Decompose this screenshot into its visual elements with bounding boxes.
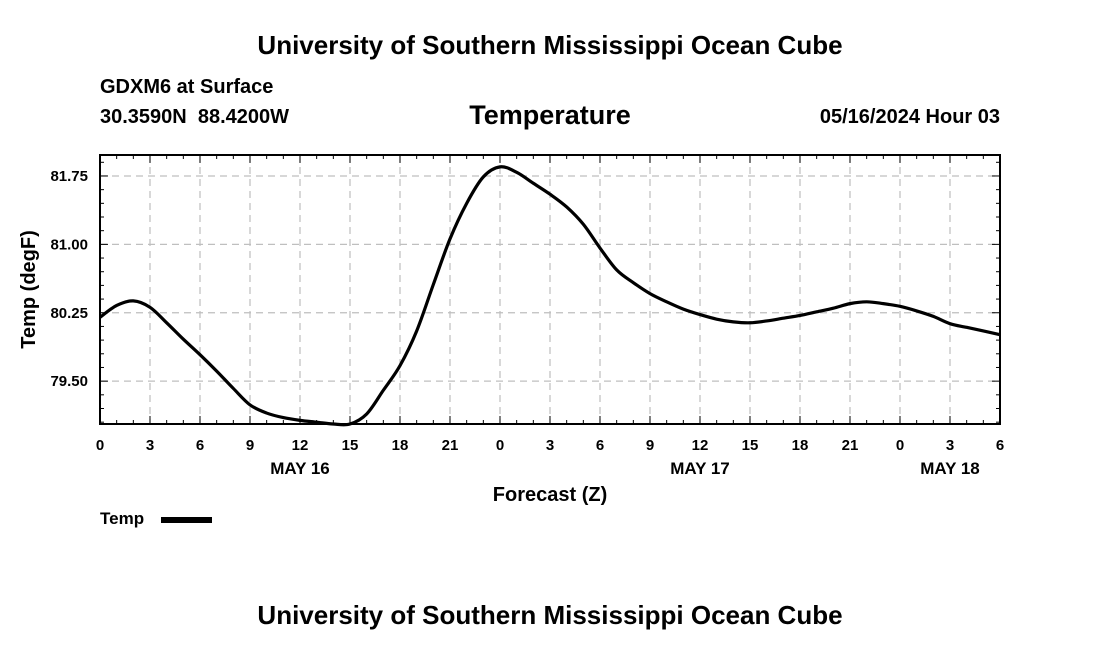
x-tick-label: 9 xyxy=(246,437,254,454)
page-title-bottom: University of Southern Mississippi Ocean… xyxy=(257,600,843,630)
x-tick-label: 6 xyxy=(196,437,204,454)
x-tick-label: 0 xyxy=(896,437,904,454)
x-tick-label: 6 xyxy=(996,437,1004,454)
date-label: MAY 16 xyxy=(270,459,330,478)
legend-label: Temp xyxy=(100,509,145,528)
y-axis-label: Temp (degF) xyxy=(18,230,40,349)
x-tick-label: 21 xyxy=(442,437,459,454)
x-tick-label: 0 xyxy=(96,437,104,454)
datetime-label: 05/16/2024 Hour 03 xyxy=(819,106,1000,128)
y-tick-label: 81.75 xyxy=(50,168,88,185)
x-tick-label: 18 xyxy=(792,437,809,454)
x-tick-label: 3 xyxy=(546,437,554,454)
x-tick-label: 21 xyxy=(842,437,859,454)
x-tick-label: 18 xyxy=(392,437,409,454)
legend-swatch xyxy=(161,517,212,523)
x-tick-label: 12 xyxy=(692,437,709,454)
y-tick-label: 81.00 xyxy=(50,236,88,253)
series-line-temp xyxy=(99,165,1001,427)
x-tick-label: 0 xyxy=(496,437,504,454)
x-tick-label: 3 xyxy=(146,437,154,454)
x-tick-label: 3 xyxy=(946,437,954,454)
x-tick-label: 9 xyxy=(646,437,654,454)
y-tick-label: 80.25 xyxy=(50,305,88,322)
x-tick-label: 15 xyxy=(342,437,359,454)
variable-title: Temperature xyxy=(469,100,631,130)
x-tick-label: 6 xyxy=(596,437,604,454)
page-title-top: University of Southern Mississippi Ocean… xyxy=(257,30,843,60)
date-label: MAY 18 xyxy=(920,459,980,478)
plot-frame xyxy=(99,154,1001,425)
coordinates-label: 30.3590N 88.4200W xyxy=(100,106,290,128)
date-label: MAY 17 xyxy=(670,459,730,478)
x-tick-label: 12 xyxy=(292,437,309,454)
y-tick-label: 79.50 xyxy=(50,373,88,390)
x-axis-label: Forecast (Z) xyxy=(493,484,607,506)
station-label: GDXM6 at Surface xyxy=(100,76,274,98)
x-tick-label: 15 xyxy=(742,437,759,454)
